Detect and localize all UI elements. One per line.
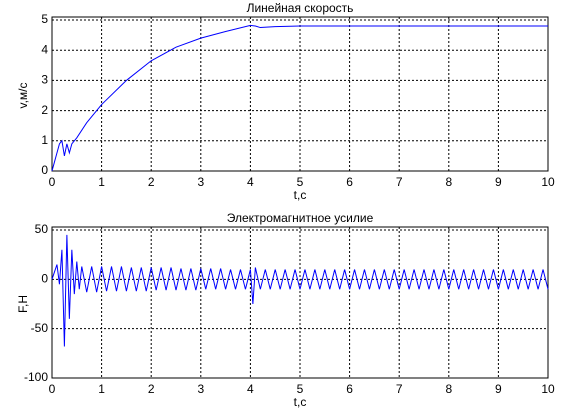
x-tick-label: 4 xyxy=(247,175,254,189)
x-tick-label: 1 xyxy=(98,175,105,189)
x-tick-label: 9 xyxy=(495,175,502,189)
x-tick-label: 8 xyxy=(445,382,452,396)
x-tick-label: 10 xyxy=(541,382,555,396)
x-tick-label: 1 xyxy=(98,382,105,396)
y-tick-label: 5 xyxy=(41,12,48,26)
y-tick-label: -100 xyxy=(24,370,48,384)
x-tick-label: 6 xyxy=(346,382,353,396)
x-tick-label: 2 xyxy=(148,175,155,189)
x-tick-label: 10 xyxy=(541,175,555,189)
x-tick-label: 3 xyxy=(197,175,204,189)
y-tick-label: 0 xyxy=(41,272,48,286)
x-axis-label: t,c xyxy=(294,395,307,409)
y-tick-label: 1 xyxy=(41,133,48,147)
x-tick-label: 4 xyxy=(247,382,254,396)
x-tick-label: 8 xyxy=(445,175,452,189)
y-tick-label: 4 xyxy=(41,42,48,56)
y-axis-label: F,H xyxy=(16,295,30,313)
data-line xyxy=(51,234,549,347)
x-tick-label: 3 xyxy=(197,382,204,396)
chart-title: Электромагнитное усилие xyxy=(227,211,374,225)
x-tick-label: 5 xyxy=(297,175,304,189)
x-tick-label: 0 xyxy=(49,382,56,396)
x-tick-label: 9 xyxy=(495,382,502,396)
y-tick-label: -50 xyxy=(31,321,49,335)
x-tick-label: 7 xyxy=(396,175,403,189)
x-tick-label: 0 xyxy=(49,175,56,189)
y-axis-label: v,м/с xyxy=(16,82,30,108)
x-tick-label: 6 xyxy=(346,175,353,189)
x-tick-label: 7 xyxy=(396,382,403,396)
x-tick-label: 5 xyxy=(297,382,304,396)
x-axis-label: t,c xyxy=(294,188,307,202)
x-tick-label: 2 xyxy=(148,382,155,396)
y-tick-label: 2 xyxy=(41,103,48,117)
y-tick-label: 50 xyxy=(35,222,49,236)
y-tick-label: 0 xyxy=(41,163,48,177)
data-line xyxy=(51,24,548,172)
y-tick-label: 3 xyxy=(41,73,48,87)
chart-title: Линейная скорость xyxy=(247,1,354,15)
